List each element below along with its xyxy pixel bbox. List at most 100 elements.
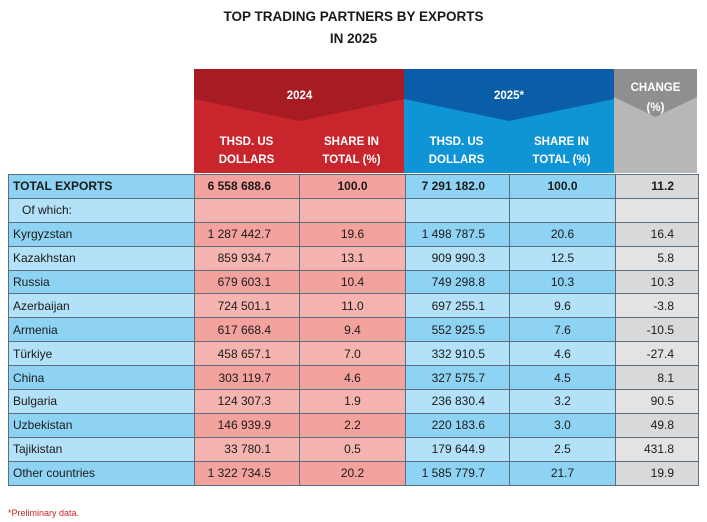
table-row: Tajikistan 33 780.1 0.5 179 644.9 2.5 431.8 [8,436,699,462]
value-2025: 179 644.9 [405,436,510,462]
header-2024-banner [194,69,405,121]
value-2024: 1 287 442.7 [194,221,300,247]
share-2025: 10.3 [509,269,616,295]
country-name: Kyrgyzstan [8,221,195,247]
country-name: China [8,365,195,391]
header-change-line2: (%) [646,102,665,114]
total-exports-row: TOTAL EXPORTS 6 558 688.6 100.0 7 291 18… [8,174,699,199]
share-2024: 7.0 [299,341,406,367]
footnote: *Preliminary data. [8,508,80,518]
header-2024-share: SHARE IN TOTAL (%) [299,133,404,169]
country-name: Other countries [8,460,195,486]
header-2024-thsd-line2: DOLLARS [218,154,275,166]
row-label: TOTAL EXPORTS [8,174,195,199]
share-2025: 9.6 [509,293,616,319]
header-2025-thsd-line2: DOLLARS [428,154,485,166]
country-name: Uzbekistan [8,412,195,438]
share-2024: 2.2 [299,412,406,438]
change-percent: 90.5 [615,389,699,414]
header-2025-thsd-line1: THSD. US [429,136,484,148]
empty-cell [509,197,616,223]
share-2025: 2.5 [509,436,616,462]
country-name: Azerbaijan [8,293,195,319]
header-2025-share: SHARE IN TOTAL (%) [509,133,614,169]
country-name: Türkiye [8,341,195,367]
country-name: Bulgaria [8,389,195,414]
title-line-1: TOP TRADING PARTNERS BY EXPORTS [223,9,484,24]
table-row: Türkiye 458 657.1 7.0 332 910.5 4.6 -27.4 [8,341,699,367]
header-2024-share-line2: TOTAL (%) [322,154,381,166]
value-2024: 33 780.1 [194,436,300,462]
header-2025-share-line2: TOTAL (%) [532,154,591,166]
change-percent: -10.5 [615,317,699,343]
empty-cell [194,197,300,223]
value-2025: 697 255.1 [405,293,510,319]
share-2025: 4.5 [509,365,616,391]
value-2024: 124 307.3 [194,389,300,414]
header-2024-share-line1: SHARE IN [324,136,379,148]
change-percent: 11.2 [615,174,699,199]
value-2025: 1 585 779.7 [405,460,510,486]
change-percent: 16.4 [615,221,699,247]
header-change-label: CHANGE (%) [614,78,697,118]
table-row: Russia 679 603.1 10.4 749 298.8 10.3 10.3 [8,269,699,295]
header-change-line1: CHANGE [630,82,681,94]
share-2024: 9.4 [299,317,406,343]
country-name: Armenia [8,317,195,343]
share-2024: 20.2 [299,460,406,486]
share-2024: 13.1 [299,245,406,271]
table-row: Other countries 1 322 734.5 20.2 1 585 779.… [8,460,699,486]
value-2025: 749 298.8 [405,269,510,295]
value-2024: 859 934.7 [194,245,300,271]
country-name: Russia [8,269,195,295]
share-2024: 100.0 [299,174,406,199]
table-title: TOP TRADING PARTNERS BY EXPORTS IN 2025 [0,6,707,50]
empty-cell [615,197,699,223]
header-change-banner [614,69,697,117]
change-percent: -3.8 [615,293,699,319]
share-2025: 12.5 [509,245,616,271]
share-2025: 4.6 [509,341,616,367]
header-2024-thsd-line1: THSD. US [219,136,274,148]
country-name: Kazakhstan [8,245,195,271]
table-row: China 303 119.7 4.6 327 575.7 4.5 8.1 [8,365,699,391]
change-percent: 431.8 [615,436,699,462]
value-2025: 1 498 787.5 [405,221,510,247]
share-2025: 21.7 [509,460,616,486]
table-row: Armenia 617 668.4 9.4 552 925.5 7.6 -10.5 [8,317,699,343]
country-name: Tajikistan [8,436,195,462]
table-row: Kazakhstan 859 934.7 13.1 909 990.3 12.5 5.8 [8,245,699,271]
share-2025: 7.6 [509,317,616,343]
value-2025: 332 910.5 [405,341,510,367]
header-2025: 2025* THSD. US DOLLARS SHARE IN TOTAL (%… [404,69,614,173]
change-percent: 5.8 [615,245,699,271]
share-2025: 3.0 [509,412,616,438]
value-2024: 6 558 688.6 [194,174,300,199]
header-change: CHANGE (%) [614,69,697,173]
share-2025: 100.0 [509,174,616,199]
header-2025-banner [404,69,614,121]
value-2025: 7 291 182.0 [405,174,510,199]
header-2024-year: 2024 [286,90,313,102]
share-2024: 0.5 [299,436,406,462]
value-2025: 220 183.6 [405,412,510,438]
table-row: Azerbaijan 724 501.1 11.0 697 255.1 9.6 -3.8 [8,293,699,319]
table-row: Kyrgyzstan 1 287 442.7 19.6 1 498 787.5 20.6… [8,221,699,247]
header-2024: 2024 THSD. US DOLLARS SHARE IN TOTAL (%) [194,69,405,173]
value-2024: 458 657.1 [194,341,300,367]
header-2024-thsd: THSD. US DOLLARS [194,133,299,169]
header-2025-share-line1: SHARE IN [534,136,589,148]
share-2024: 4.6 [299,365,406,391]
change-percent: -27.4 [615,341,699,367]
share-2024: 10.4 [299,269,406,295]
share-2024: 11.0 [299,293,406,319]
change-percent: 19.9 [615,460,699,486]
change-percent: 49.8 [615,412,699,438]
value-2024: 146 939.9 [194,412,300,438]
value-2025: 327 575.7 [405,365,510,391]
change-percent: 8.1 [615,365,699,391]
exports-table: TOTAL EXPORTS 6 558 688.6 100.0 7 291 18… [8,174,699,486]
empty-cell [299,197,406,223]
share-2024: 1.9 [299,389,406,414]
header-2025-thsd: THSD. US DOLLARS [404,133,509,169]
